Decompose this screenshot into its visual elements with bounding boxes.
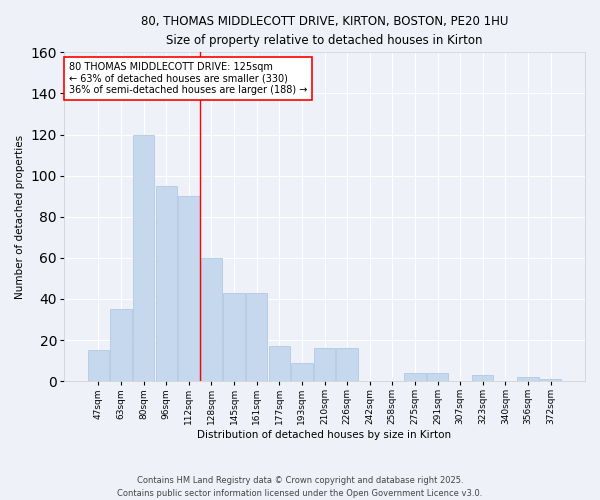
Bar	[540, 379, 562, 381]
Bar	[472, 375, 493, 381]
Bar	[427, 373, 448, 381]
Bar	[201, 258, 222, 381]
Bar	[291, 362, 313, 381]
Bar	[223, 293, 245, 381]
Bar	[178, 196, 200, 381]
Bar	[517, 377, 539, 381]
Bar	[155, 186, 177, 381]
Bar	[88, 350, 109, 381]
Text: Contains HM Land Registry data © Crown copyright and database right 2025.
Contai: Contains HM Land Registry data © Crown c…	[118, 476, 482, 498]
Bar	[133, 134, 154, 381]
Bar	[246, 293, 268, 381]
Title: 80, THOMAS MIDDLECOTT DRIVE, KIRTON, BOSTON, PE20 1HU
Size of property relative : 80, THOMAS MIDDLECOTT DRIVE, KIRTON, BOS…	[141, 15, 508, 47]
Text: 80 THOMAS MIDDLECOTT DRIVE: 125sqm
← 63% of detached houses are smaller (330)
36: 80 THOMAS MIDDLECOTT DRIVE: 125sqm ← 63%…	[69, 62, 308, 96]
Bar	[269, 346, 290, 381]
Bar	[404, 373, 425, 381]
Y-axis label: Number of detached properties: Number of detached properties	[15, 134, 25, 299]
X-axis label: Distribution of detached houses by size in Kirton: Distribution of detached houses by size …	[197, 430, 452, 440]
Bar	[314, 348, 335, 381]
Bar	[110, 309, 132, 381]
Bar	[337, 348, 358, 381]
